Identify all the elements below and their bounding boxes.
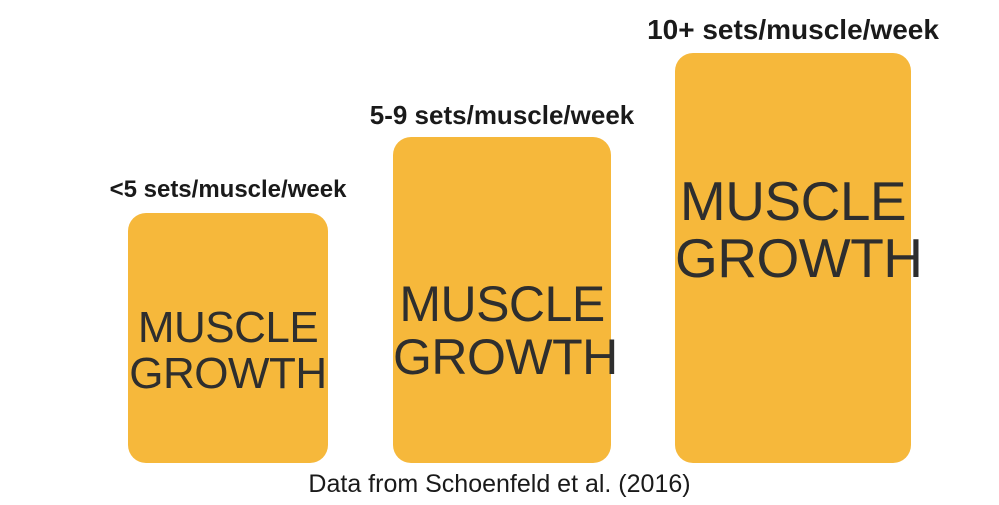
bar-2: 5-9 sets/muscle/week MUSCLE GROWTH [393, 137, 611, 463]
bar-3-text-line1: MUSCLE [680, 170, 906, 232]
muscle-growth-bar-chart: <5 sets/muscle/week MUSCLE GROWTH 5-9 se… [0, 0, 999, 505]
bar-1-text-line2: GROWTH [129, 349, 326, 398]
bar-1: <5 sets/muscle/week MUSCLE GROWTH [128, 213, 328, 463]
bar-2-text-line1: MUSCLE [399, 276, 604, 332]
bar-3-text: MUSCLE GROWTH [675, 173, 911, 289]
bar-1-text-line1: MUSCLE [138, 303, 318, 352]
bar-1-text: MUSCLE GROWTH [128, 305, 328, 397]
bar-2-text-line2: GROWTH [393, 329, 618, 385]
bar-3-top-label: 10+ sets/muscle/week [647, 15, 939, 46]
bar-2-top-label: 5-9 sets/muscle/week [370, 101, 635, 130]
bar-3: 10+ sets/muscle/week MUSCLE GROWTH [675, 53, 911, 463]
chart-caption: Data from Schoenfeld et al. (2016) [0, 470, 999, 499]
bar-3-text-line2: GROWTH [675, 227, 923, 289]
bar-1-top-label: <5 sets/muscle/week [110, 177, 347, 203]
bar-2-text: MUSCLE GROWTH [393, 278, 611, 383]
